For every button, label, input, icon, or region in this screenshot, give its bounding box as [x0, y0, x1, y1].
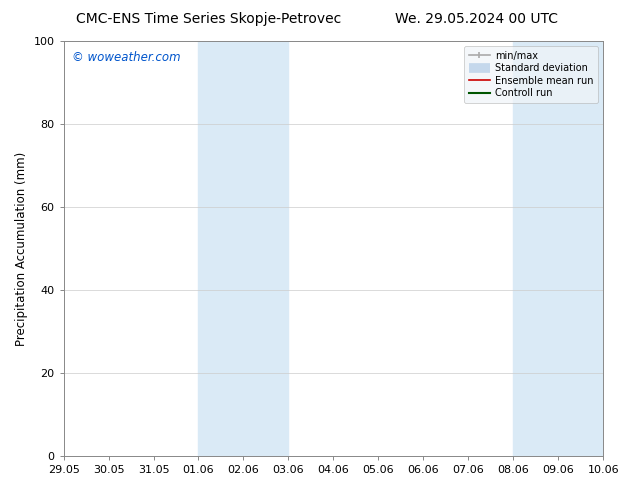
- Bar: [514, 41, 603, 456]
- Text: CMC-ENS Time Series Skopje-Petrovec: CMC-ENS Time Series Skopje-Petrovec: [76, 12, 341, 26]
- Y-axis label: Precipitation Accumulation (mm): Precipitation Accumulation (mm): [15, 151, 28, 345]
- Bar: [198, 41, 288, 456]
- Text: © woweather.com: © woweather.com: [72, 51, 180, 64]
- Legend: min/max, Standard deviation, Ensemble mean run, Controll run: min/max, Standard deviation, Ensemble me…: [464, 46, 598, 103]
- Text: We. 29.05.2024 00 UTC: We. 29.05.2024 00 UTC: [395, 12, 558, 26]
